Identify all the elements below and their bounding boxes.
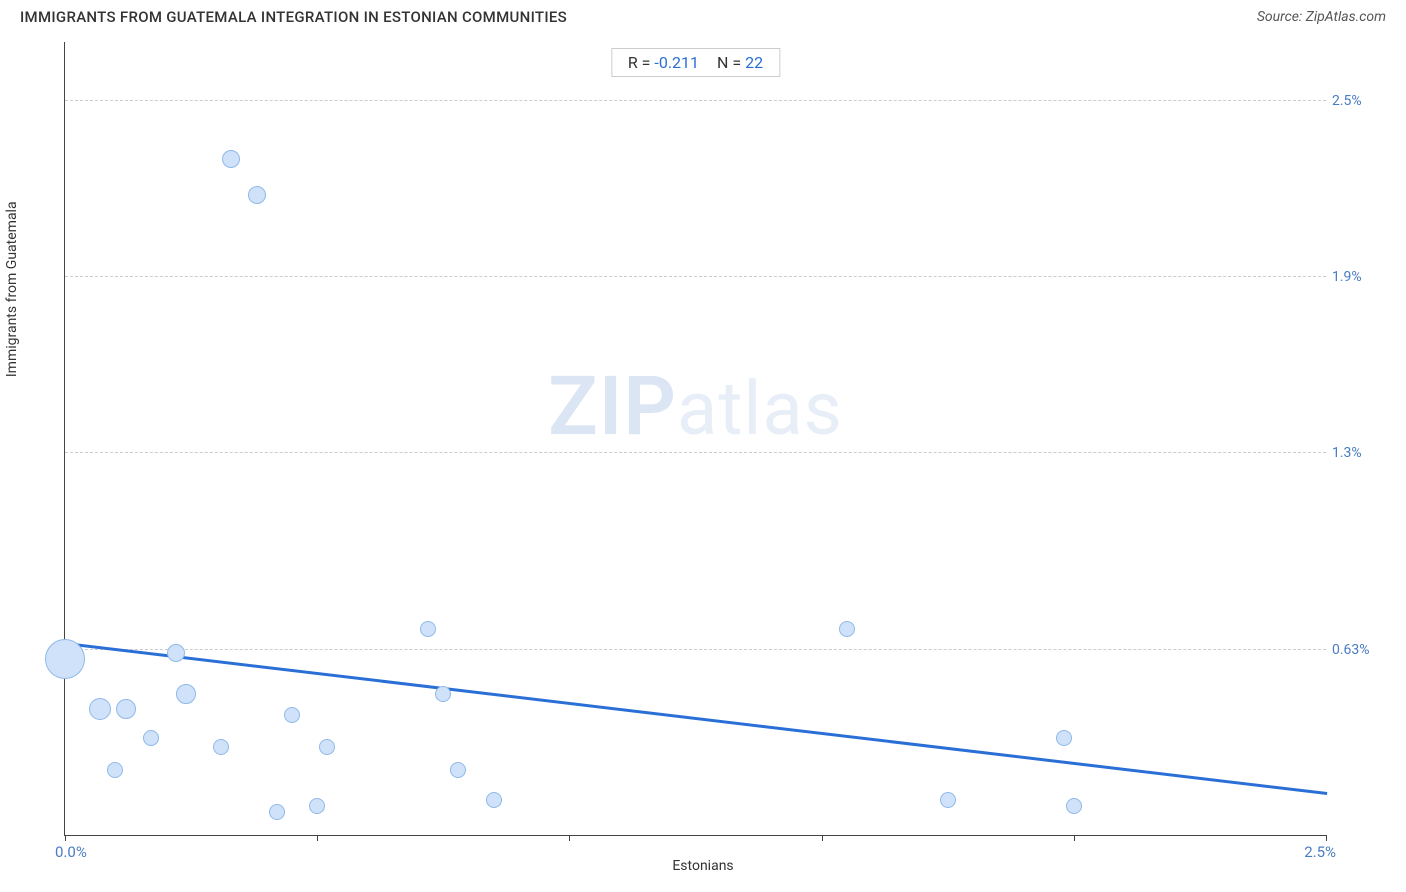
scatter-point [1066, 798, 1082, 814]
x-min-label: 0.0% [55, 843, 87, 861]
x-tick [822, 835, 823, 841]
x-axis-label: Estonians [672, 858, 733, 874]
scatter-point [1056, 730, 1072, 746]
scatter-point [89, 698, 111, 720]
gridline [65, 100, 1326, 101]
n-label: N = [717, 53, 741, 72]
x-tick [317, 835, 318, 841]
x-tick [1326, 835, 1327, 841]
scatter-point [107, 762, 123, 778]
stats-box: R = -0.211 N = 22 [611, 48, 780, 77]
scatter-point [839, 621, 855, 637]
gridline [65, 452, 1326, 453]
scatter-point [420, 621, 436, 637]
scatter-point [435, 686, 451, 702]
x-tick [1074, 835, 1075, 841]
scatter-point [176, 684, 196, 704]
watermark-bold: ZIP [548, 359, 677, 455]
scatter-point [284, 707, 300, 723]
scatter-point [143, 730, 159, 746]
y-axis-label: Immigrants from Guatemala [4, 201, 20, 377]
n-value: 22 [745, 53, 763, 72]
scatter-point [116, 699, 136, 719]
r-stat: R = -0.211 [628, 53, 699, 72]
chart-container: Immigrants from Guatemala Estonians ZIPa… [20, 42, 1386, 872]
scatter-point [167, 644, 185, 662]
scatter-point [450, 762, 466, 778]
watermark-rest: atlas [677, 366, 843, 453]
x-tick [569, 835, 570, 841]
header: IMMIGRANTS FROM GUATEMALA INTEGRATION IN… [0, 0, 1406, 30]
source-label: Source: ZipAtlas.com [1257, 9, 1386, 25]
gridline [65, 649, 1326, 650]
scatter-point [222, 150, 240, 168]
scatter-point [269, 804, 285, 820]
chart-title: IMMIGRANTS FROM GUATEMALA INTEGRATION IN… [20, 8, 567, 26]
y-tick-label: 1.3% [1332, 445, 1382, 461]
scatter-point [213, 739, 229, 755]
scatter-point [309, 798, 325, 814]
r-label: R = [628, 53, 651, 72]
watermark: ZIPatlas [548, 359, 843, 455]
y-tick-label: 1.9% [1332, 269, 1382, 285]
x-tick [65, 835, 66, 841]
scatter-point [940, 792, 956, 808]
scatter-point [248, 186, 266, 204]
x-max-label: 2.5% [1304, 843, 1336, 861]
scatter-point [45, 639, 85, 679]
y-tick-label: 2.5% [1332, 93, 1382, 109]
n-stat: N = 22 [717, 53, 763, 72]
r-value: -0.211 [654, 53, 699, 72]
plot-area: ZIPatlas R = -0.211 N = 22 0.63%1.3%1.9%… [64, 42, 1326, 836]
gridline [65, 276, 1326, 277]
scatter-point [319, 739, 335, 755]
trend-line [65, 642, 1327, 794]
scatter-point [486, 792, 502, 808]
y-tick-label: 0.63% [1332, 642, 1382, 658]
